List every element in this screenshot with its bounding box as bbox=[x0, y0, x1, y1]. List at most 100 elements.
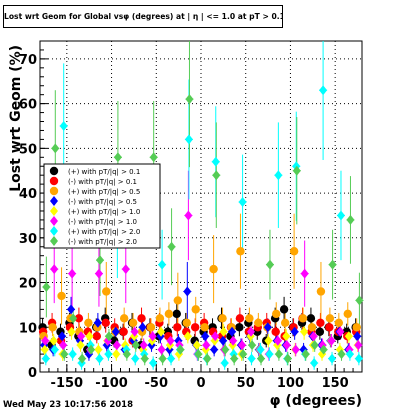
data-point bbox=[265, 349, 274, 360]
data-point bbox=[183, 331, 192, 342]
y-tick-label: 40 bbox=[19, 187, 37, 202]
data-point bbox=[211, 156, 220, 167]
timestamp-footer: Wed May 23 10:17:56 2018 bbox=[3, 400, 134, 410]
data-point bbox=[148, 331, 157, 342]
data-point bbox=[325, 323, 334, 332]
data-point bbox=[327, 335, 336, 346]
data-point bbox=[95, 353, 104, 364]
data-point bbox=[228, 326, 237, 337]
data-point bbox=[309, 331, 318, 342]
data-point bbox=[58, 331, 67, 342]
data-point bbox=[353, 331, 362, 342]
data-point bbox=[74, 314, 84, 323]
data-point bbox=[149, 152, 158, 163]
data-point bbox=[274, 349, 283, 360]
data-point bbox=[265, 259, 274, 270]
data-point bbox=[111, 326, 120, 337]
data-point bbox=[352, 323, 361, 332]
x-tick-label: 0 bbox=[196, 376, 205, 391]
data-point bbox=[87, 344, 96, 355]
data-point bbox=[192, 340, 201, 351]
data-point bbox=[247, 353, 256, 364]
data-point bbox=[201, 331, 210, 342]
data-point bbox=[337, 349, 346, 360]
data-point bbox=[149, 358, 158, 369]
legend-marker bbox=[49, 166, 59, 176]
data-point bbox=[183, 286, 192, 297]
data-point bbox=[282, 331, 291, 342]
data-point bbox=[239, 349, 248, 360]
x-tick-label: 100 bbox=[277, 376, 304, 391]
y-tick-label: 0 bbox=[28, 366, 37, 381]
data-point bbox=[112, 340, 121, 351]
data-point bbox=[354, 353, 363, 364]
data-point bbox=[300, 268, 309, 279]
y-tick-label: 10 bbox=[19, 321, 37, 336]
data-point bbox=[137, 314, 146, 323]
data-point bbox=[173, 296, 183, 305]
data-point bbox=[68, 268, 77, 279]
data-point bbox=[67, 304, 76, 315]
y-tick-label: 70 bbox=[19, 53, 37, 68]
data-point bbox=[264, 335, 273, 346]
data-point bbox=[121, 264, 130, 275]
data-point bbox=[122, 349, 131, 360]
data-point bbox=[200, 323, 209, 332]
legend-label: (-) with pT/|q| > 2.0 bbox=[68, 238, 137, 246]
data-point bbox=[210, 344, 219, 355]
data-point bbox=[51, 143, 60, 154]
data-point bbox=[50, 344, 59, 355]
data-point bbox=[172, 309, 181, 319]
data-point bbox=[164, 309, 174, 319]
legend-marker bbox=[49, 186, 59, 196]
x-tick-label: 50 bbox=[237, 376, 255, 391]
data-point bbox=[78, 353, 87, 364]
data-point bbox=[182, 318, 191, 327]
data-point bbox=[119, 327, 128, 336]
data-point bbox=[93, 317, 102, 328]
data-point bbox=[49, 335, 58, 346]
data-point bbox=[263, 322, 272, 333]
x-tick-label: 150 bbox=[322, 376, 349, 391]
legend-marker bbox=[50, 206, 58, 216]
data-point bbox=[279, 305, 289, 314]
data-point bbox=[94, 344, 103, 355]
data-point bbox=[131, 340, 140, 351]
data-point bbox=[301, 349, 310, 360]
legend-label: (+) with pT/|q| > 0.5 bbox=[68, 188, 140, 196]
legend-box bbox=[43, 163, 161, 249]
data-point bbox=[238, 197, 247, 208]
x-tick-label: -50 bbox=[145, 376, 169, 391]
data-point bbox=[157, 326, 166, 337]
data-point bbox=[272, 309, 281, 319]
data-point bbox=[96, 255, 105, 266]
data-point bbox=[69, 313, 78, 324]
data-point bbox=[221, 344, 230, 355]
data-point bbox=[77, 331, 86, 342]
data-point bbox=[300, 326, 309, 337]
data-point bbox=[138, 322, 147, 333]
data-point bbox=[319, 344, 328, 355]
data-point bbox=[235, 323, 244, 332]
data-point bbox=[316, 287, 326, 296]
data-point bbox=[194, 349, 203, 360]
data-point bbox=[157, 344, 166, 355]
data-point bbox=[94, 268, 103, 279]
data-point bbox=[101, 318, 110, 327]
data-point bbox=[41, 335, 50, 346]
data-point bbox=[41, 353, 50, 364]
data-point bbox=[130, 326, 139, 337]
data-point bbox=[257, 353, 266, 364]
data-point bbox=[325, 314, 335, 323]
data-point bbox=[190, 323, 200, 332]
legend-label: (-) with pT/|q| > 0.5 bbox=[68, 198, 137, 206]
data-point bbox=[139, 340, 148, 351]
data-point bbox=[291, 344, 300, 355]
legend-marker bbox=[50, 196, 58, 206]
data-point bbox=[184, 134, 193, 145]
data-point bbox=[60, 349, 69, 360]
data-point bbox=[104, 349, 113, 360]
data-point bbox=[307, 323, 317, 332]
data-point bbox=[235, 314, 245, 323]
y-tick-label: 50 bbox=[19, 142, 37, 157]
